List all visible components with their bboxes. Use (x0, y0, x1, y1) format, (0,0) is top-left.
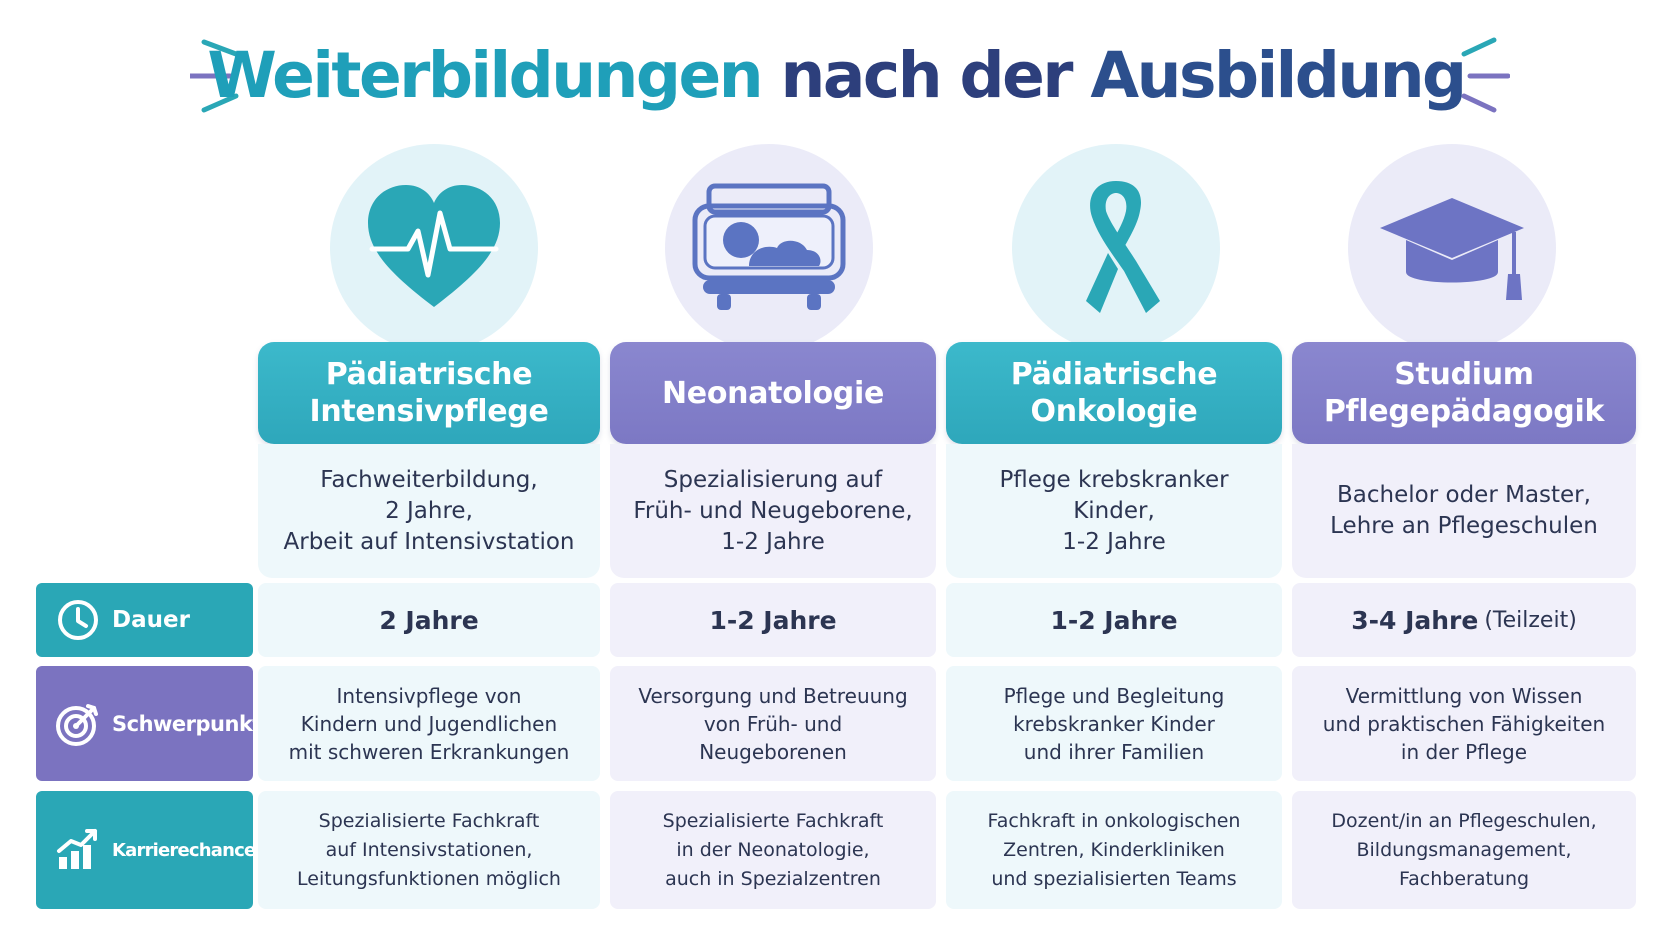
title-part-2: nach der (780, 39, 1074, 112)
graduation-cap-icon (1348, 144, 1556, 352)
cell-schwerpunkt: Versorgung und Betreuung von Früh- und N… (610, 666, 936, 781)
row-label-text: Dauer (112, 607, 190, 633)
growth-chart-icon (52, 824, 104, 876)
dauer-suffix: (Teilzeit) (1484, 607, 1577, 633)
awareness-ribbon-icon (1012, 144, 1220, 352)
column-header-line-1: Pädiatrische (1010, 357, 1218, 392)
column-header-line-1: Pädiatrische (325, 357, 533, 392)
column-header-paediatrische-onkologie: Pädiatrische Onkologie (946, 342, 1282, 444)
cell-karrierechancen: Spezialisierte Fachkraft in der Neonatol… (610, 791, 936, 909)
cell-schwerpunkt: Vermittlung von Wissen und praktischen F… (1292, 666, 1636, 781)
title-area: Weiterbildungen nach der Ausbildung (0, 30, 1672, 120)
column-description: Fachweiterbildung, 2 Jahre, Arbeit auf I… (258, 444, 600, 578)
title-part-3: Ausbildung (1090, 39, 1467, 112)
column-header-line-2: Intensivpflege (309, 394, 549, 429)
cell-dauer: 3-4 Jahre (Teilzeit) (1292, 583, 1636, 657)
row-label-schwerpunkt: Schwerpunkt (36, 666, 262, 781)
cell-schwerpunkt: Pflege und Begleitung krebskranker Kinde… (946, 666, 1282, 781)
heart-pulse-icon (330, 144, 538, 352)
cell-karrierechancen: Fachkraft in onkologischen Zentren, Kind… (946, 791, 1282, 909)
clock-icon (52, 594, 104, 646)
column-header-line-2: Onkologie (1030, 394, 1198, 429)
dauer-value: 3-4 Jahre (1351, 605, 1479, 635)
cell-karrierechancen: Spezialisierte Fachkraft auf Intensivsta… (258, 791, 600, 909)
dauer-value: 2 Jahre (379, 605, 479, 635)
cell-dauer: 1-2 Jahre (946, 583, 1282, 657)
target-icon (52, 698, 104, 750)
row-label-karrierechancen: Karrierechancen (36, 791, 268, 909)
cell-karrierechancen: Dozent/in an Pflegeschulen, Bildungsmana… (1292, 791, 1636, 909)
column-header-line-2: Pflegepädagogik (1323, 394, 1605, 429)
column-header-line-1: Studium (1394, 357, 1534, 392)
cell-dauer: 1-2 Jahre (610, 583, 936, 657)
sparkle-lines-left-icon (190, 39, 239, 113)
column-header-paediatrische-intensivpflege: Pädiatrische Intensivpflege (258, 342, 600, 444)
column-description: Bachelor oder Master, Lehre an Pflegesch… (1292, 444, 1636, 578)
incubator-icon (665, 144, 873, 352)
row-label-text: Karrierechancen (112, 839, 268, 861)
row-label-text: Schwerpunkt (112, 711, 262, 736)
page-title: Weiterbildungen nach der Ausbildung (0, 36, 1672, 116)
column-header-neonatologie: Neonatologie (610, 342, 936, 444)
cell-schwerpunkt: Intensivpflege von Kindern und Jugendlic… (258, 666, 600, 781)
column-header-studium-pflegepaedagogik: Studium Pflegepädagogik (1292, 342, 1636, 444)
cell-dauer: 2 Jahre (258, 583, 600, 657)
dauer-value: 1-2 Jahre (709, 605, 837, 635)
sparkle-lines-right-icon (1461, 37, 1510, 113)
dauer-value: 1-2 Jahre (1050, 605, 1178, 635)
column-header-line-1: Neonatologie (661, 375, 884, 411)
column-description: Pflege krebskranker Kinder, 1-2 Jahre (946, 444, 1282, 578)
row-label-dauer: Dauer (36, 583, 253, 657)
title-part-1: Weiterbildungen (207, 39, 763, 112)
column-description: Spezialisierung auf Früh- und Neugeboren… (610, 444, 936, 578)
